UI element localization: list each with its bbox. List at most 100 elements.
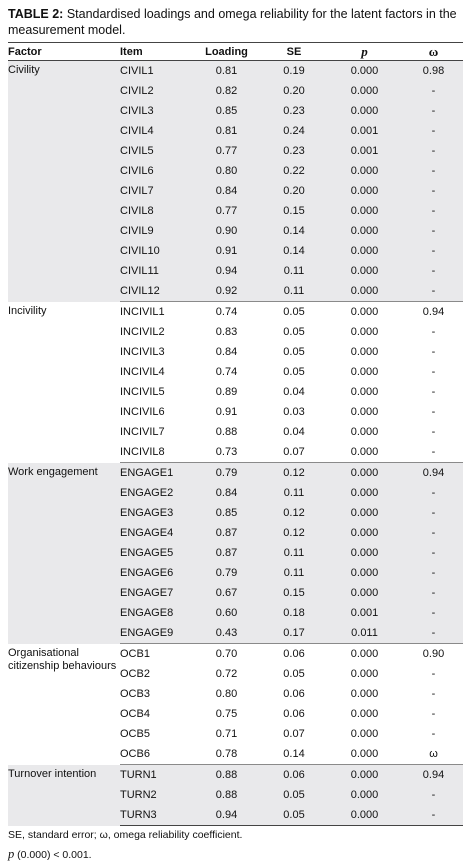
item-cell: INCIVIL7 — [120, 426, 165, 438]
omega-cell: - — [404, 483, 463, 503]
table-notes: SE, standard error; ω, omega reliability… — [8, 826, 242, 865]
item-cell: INCIVIL2 — [120, 326, 165, 338]
omega-cell: - — [431, 406, 436, 418]
loading-cell: 0.89 — [215, 386, 238, 398]
se-cell: 0.04 — [283, 426, 305, 438]
p-cell: 0.000 — [350, 326, 379, 338]
item-cell: CIVIL5 — [120, 141, 190, 161]
se-cell: 0.05 — [263, 805, 325, 826]
p-cell: 0.000 — [350, 366, 379, 378]
omega-cell: - — [431, 708, 436, 720]
omega-cell: - — [404, 603, 463, 623]
loading-cell: 0.84 — [190, 483, 263, 503]
item-cell: INCIVIL6 — [120, 406, 165, 418]
loading-cell: 0.81 — [190, 121, 263, 141]
omega-cell: - — [404, 141, 463, 161]
table-row: Organisational citizenship behaviours OCB… — [8, 644, 463, 672]
loading-cell: 0.83 — [215, 326, 238, 338]
omega-cell: - — [404, 201, 463, 221]
item-cell: OCB6 — [120, 744, 190, 765]
p-cell: 0.000 — [350, 668, 379, 680]
omega-cell: - — [404, 281, 463, 302]
p-cell: 0.000 — [325, 543, 404, 563]
se-cell: 0.14 — [263, 241, 325, 261]
se-cell: 0.23 — [263, 101, 325, 121]
table-row: CIVIL11 0.94 0.11 0.000- — [8, 261, 463, 281]
p-cell: 0.000 — [325, 503, 404, 523]
se-cell: 0.06 — [283, 708, 305, 720]
header-loading: Loading — [190, 42, 263, 61]
p-cell: 0.000 — [325, 462, 404, 483]
se-cell: 0.19 — [263, 60, 325, 81]
item-cell: OCB5 — [120, 728, 150, 740]
se-cell: 0.12 — [263, 523, 325, 543]
item-cell: CIVIL12 — [120, 281, 190, 302]
header-row: Factor Item Loading SE p ω — [8, 42, 463, 61]
table-row: CIVIL6 0.80 0.22 0.000- — [8, 161, 463, 181]
table-row: INCIVIL5 0.89 0.04 0.000 - — [8, 382, 463, 402]
p-cell: 0.000 — [325, 281, 404, 302]
item-cell: ENGAGE6 — [120, 563, 190, 583]
table-row: CIVIL5 0.77 0.23 0.001- — [8, 141, 463, 161]
table-row: INCIVIL2 0.83 0.05 0.000 - — [8, 322, 463, 342]
omega-cell: - — [404, 181, 463, 201]
omega-cell: - — [431, 386, 436, 398]
p-cell: 0.000 — [325, 261, 404, 281]
omega-cell: - — [404, 221, 463, 241]
omega-cell: - — [431, 688, 436, 700]
table-row: INCIVIL8 0.73 0.07 0.000- — [8, 442, 463, 463]
p-cell: 0.000 — [325, 241, 404, 261]
table-row: ENGAGE9 0.43 0.17 0.011- — [8, 623, 463, 644]
loading-cell: 0.88 — [190, 785, 263, 805]
item-cell: OCB3 — [120, 688, 150, 700]
se-cell: 0.11 — [263, 563, 325, 583]
loading-cell: 0.74 — [215, 366, 238, 378]
loading-cell: 0.77 — [190, 201, 263, 221]
loading-cell: 0.88 — [190, 764, 263, 785]
se-cell: 0.23 — [263, 141, 325, 161]
note-p-text: (0.000) < 0.001. — [14, 849, 92, 861]
loading-cell: 0.80 — [190, 161, 263, 181]
table-row: Incivility INCIVIL1 0.74 0.05 0.000 0.94 — [8, 302, 463, 323]
se-cell: 0.20 — [263, 181, 325, 201]
p-cell: 0.000 — [325, 523, 404, 543]
note-p-symbol: p — [8, 847, 15, 861]
se-cell: 0.24 — [263, 121, 325, 141]
p-cell: 0.000 — [350, 708, 379, 720]
table-row: INCIVIL3 0.84 0.05 0.000 - — [8, 342, 463, 362]
p-cell: 0.000 — [350, 386, 379, 398]
omega-cell: - — [404, 503, 463, 523]
se-cell: 0.17 — [263, 623, 325, 644]
p-cell: 0.000 — [325, 764, 404, 785]
item-cell: TURN1 — [120, 764, 190, 785]
se-cell: 0.11 — [263, 543, 325, 563]
se-cell: 0.06 — [263, 764, 325, 785]
loading-cell: 0.72 — [215, 668, 238, 680]
item-cell: TURN3 — [120, 805, 190, 826]
p-cell: 0.000 — [350, 688, 379, 700]
table-body: Civility CIVIL1 0.81 0.19 0.000 0.98 CIVIL2 0.8… — [8, 60, 463, 826]
omega-cell: 0.94 — [404, 462, 463, 483]
omega-cell: - — [431, 668, 436, 680]
loading-cell: 0.94 — [190, 261, 263, 281]
item-cell: CIVIL9 — [120, 221, 190, 241]
item-cell: ENGAGE8 — [120, 603, 190, 623]
se-cell: 0.15 — [263, 201, 325, 221]
omega-cell: 0.94 — [404, 764, 463, 785]
table-row: ENGAGE5 0.87 0.11 0.000- — [8, 543, 463, 563]
factor-cell: Turnover intention — [8, 764, 120, 826]
header-omega: ω — [404, 42, 463, 61]
omega-cell: - — [404, 805, 463, 826]
se-cell: 0.12 — [263, 503, 325, 523]
p-cell: 0.000 — [325, 201, 404, 221]
loading-cell: 0.88 — [215, 426, 238, 438]
p-cell: 0.000 — [350, 346, 379, 358]
item-cell: ENGAGE3 — [120, 503, 190, 523]
item-cell: ENGAGE1 — [120, 462, 190, 483]
table-row: INCIVIL6 0.91 0.03 0.000 - — [8, 402, 463, 422]
table-title: Standardised loadings and omega reliabil… — [8, 7, 457, 37]
p-cell: 0.000 — [325, 442, 404, 463]
table-row: TURN3 0.94 0.05 0.000- — [8, 805, 463, 826]
loading-cell: 0.92 — [190, 281, 263, 302]
table-row: ENGAGE4 0.87 0.12 0.000- — [8, 523, 463, 543]
